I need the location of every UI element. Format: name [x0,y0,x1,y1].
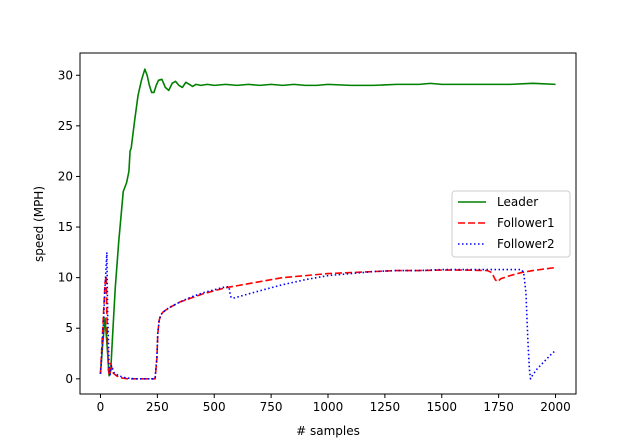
x-tick-label: 1750 [483,400,514,414]
y-tick-label: 10 [58,271,73,285]
legend-label-follower2: Follower2 [497,237,555,251]
x-tick-label: 0 [97,400,105,414]
y-tick-label: 5 [65,321,73,335]
x-tick-label: 250 [146,400,169,414]
y-tick-label: 30 [58,68,73,82]
series-line-follower1 [99,266,556,380]
series-line-leader [99,68,556,377]
legend: Leader Follower1 Follower2 [451,190,571,258]
y-axis-label: speed (MPH) [32,186,46,262]
plot-area [99,68,557,380]
x-tick-label: 750 [260,400,283,414]
y-tick-label: 20 [58,169,73,183]
legend-label-follower1: Follower1 [497,216,555,230]
series-line-follower2 [99,251,557,380]
y-tick-label: 25 [58,119,73,133]
x-tick-label: 2000 [540,400,571,414]
y-axis: 0 5 10 15 20 25 30 [58,68,80,386]
y-tick-label: 15 [58,220,73,234]
x-tick-label: 1000 [313,400,344,414]
x-tick-label: 1250 [370,400,401,414]
legend-box [451,190,571,258]
x-axis: 0 250 500 750 1000 1250 1500 1750 2000 [97,394,571,414]
x-axis-label: # samples [296,424,360,438]
legend-label-leader: Leader [497,195,538,209]
y-tick-label: 0 [65,372,73,386]
x-tick-label: 500 [203,400,226,414]
x-tick-label: 1500 [426,400,457,414]
